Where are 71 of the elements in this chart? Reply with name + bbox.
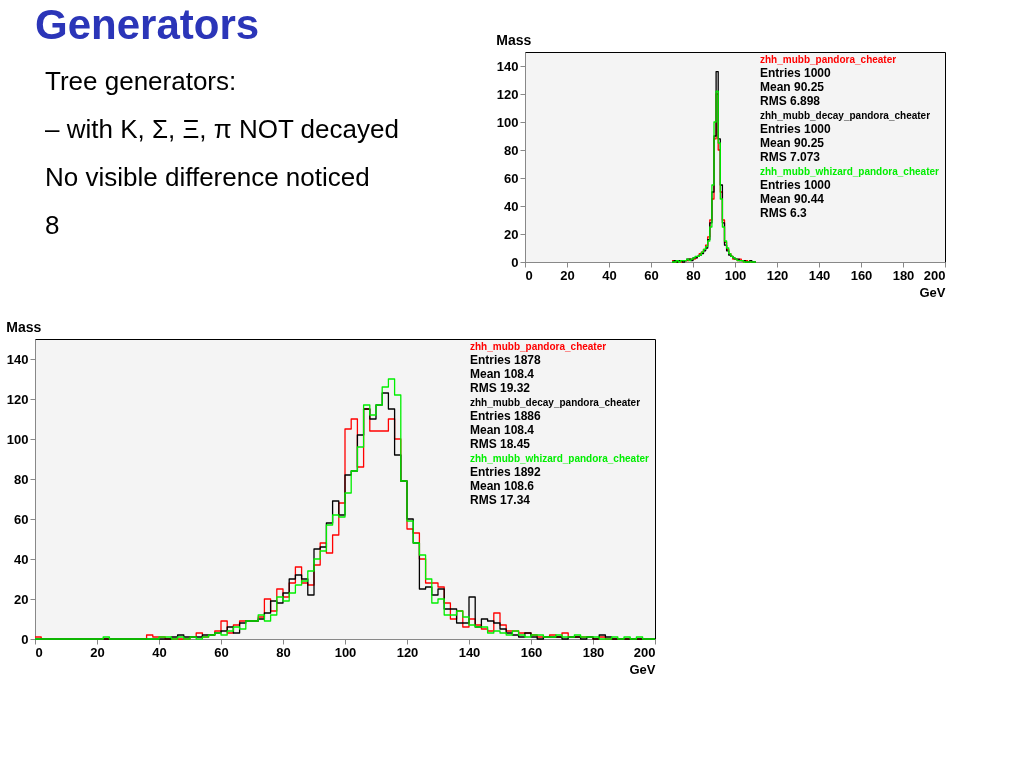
text: – with K, Σ, Ξ, π NOT decayed [45, 114, 399, 144]
y-tick-label: 120 [6, 391, 29, 407]
text: zhh_mubb_decay_pandora_cheater [470, 397, 641, 408]
x-tick-label: 60 [644, 267, 659, 283]
x-tick-label: 60 [214, 644, 229, 660]
x-axis-title: GeV [919, 284, 946, 300]
x-tick-label: 20 [560, 267, 575, 283]
x-tick-label: 180 [892, 267, 915, 283]
x-tick-label: 120 [766, 267, 789, 283]
x-tick-label: 100 [334, 644, 357, 660]
y-tick-label: 40 [14, 551, 29, 567]
annotation: RMS 18.45 [470, 437, 531, 451]
text: zhh_mubb_whizard_pandora_cheater [760, 166, 940, 177]
annotation: Mean 90.25 [760, 136, 825, 150]
annotation: Mean 90.44 [760, 192, 825, 206]
x-axis-title: GeV [629, 661, 656, 677]
y-tick-label: 80 [14, 471, 29, 487]
annotation: Mean 90.25 [760, 80, 825, 94]
chart-title: Mass [6, 319, 42, 335]
annotation: Entries 1000 [760, 66, 832, 80]
x-tick-label: 20 [90, 644, 105, 660]
x-tick-label: 0 [35, 644, 43, 660]
y-tick-label: 100 [6, 431, 29, 447]
annotation: Mean 108.4 [470, 367, 535, 381]
annotation: Mean 108.4 [470, 423, 535, 437]
text: Generators [35, 1, 260, 48]
x-tick-label: 200 [923, 267, 946, 283]
annotation: RMS 6.3 [760, 206, 808, 220]
y-tick-label: 60 [504, 170, 519, 186]
x-tick-label: 140 [808, 267, 831, 283]
y-tick-label: 80 [504, 142, 519, 158]
text: No visible difference noticed [45, 162, 370, 192]
x-tick-label: 80 [686, 267, 701, 283]
chart-title: Mass [496, 32, 532, 48]
y-tick-label: 40 [504, 198, 519, 214]
text: zhh_mubb_whizard_pandora_cheater [470, 453, 650, 464]
x-tick-label: 160 [520, 644, 543, 660]
text: 8 [45, 210, 60, 240]
y-tick-label: 140 [496, 58, 519, 74]
y-tick-label: 120 [496, 86, 519, 102]
y-tick-label: 0 [21, 631, 29, 647]
x-tick-label: 140 [458, 644, 481, 660]
annotation: Mean 108.6 [470, 479, 535, 493]
x-tick-label: 40 [152, 644, 167, 660]
y-tick-label: 140 [6, 351, 29, 367]
annotation: Entries 1878 [470, 353, 542, 367]
annotation: Entries 1892 [470, 465, 542, 479]
text: zhh_mubb_pandora_cheater [470, 341, 607, 352]
x-tick-label: 120 [396, 644, 419, 660]
y-tick-label: 60 [14, 511, 29, 527]
text: Tree generators: [45, 66, 237, 96]
annotation: Entries 1000 [760, 122, 832, 136]
x-tick-label: 180 [582, 644, 605, 660]
y-tick-label: 0 [511, 254, 519, 270]
x-tick-label: 80 [276, 644, 291, 660]
annotation: Entries 1000 [760, 178, 832, 192]
annotation: RMS 6.898 [760, 94, 821, 108]
x-tick-label: 160 [850, 267, 873, 283]
x-tick-label: 200 [633, 644, 656, 660]
annotation: Entries 1886 [470, 409, 542, 423]
annotation: RMS 19.32 [470, 381, 531, 395]
x-tick-label: 40 [602, 267, 617, 283]
y-tick-label: 20 [504, 226, 519, 242]
x-tick-label: 100 [724, 267, 747, 283]
text: zhh_mubb_pandora_cheater [760, 54, 897, 65]
y-tick-label: 100 [496, 114, 519, 130]
y-tick-label: 20 [14, 591, 29, 607]
annotation: RMS 17.34 [470, 493, 531, 507]
text: zhh_mubb_decay_pandora_cheater [760, 110, 931, 121]
annotation: RMS 7.073 [760, 150, 821, 164]
x-tick-label: 0 [525, 267, 533, 283]
